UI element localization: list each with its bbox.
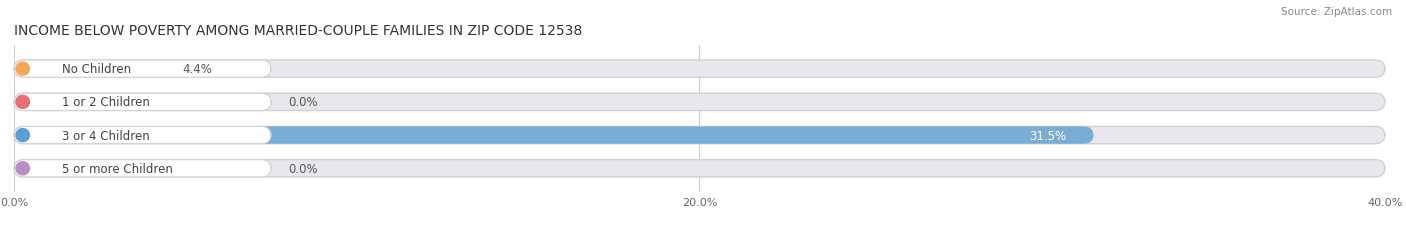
Circle shape bbox=[15, 129, 30, 142]
Text: 1 or 2 Children: 1 or 2 Children bbox=[62, 96, 150, 109]
Text: INCOME BELOW POVERTY AMONG MARRIED-COUPLE FAMILIES IN ZIP CODE 12538: INCOME BELOW POVERTY AMONG MARRIED-COUPL… bbox=[14, 24, 582, 38]
FancyBboxPatch shape bbox=[14, 94, 1385, 111]
FancyBboxPatch shape bbox=[14, 94, 271, 111]
Text: 5 or more Children: 5 or more Children bbox=[62, 162, 173, 175]
FancyBboxPatch shape bbox=[14, 61, 271, 78]
Text: 31.5%: 31.5% bbox=[1029, 129, 1066, 142]
Text: 0.0%: 0.0% bbox=[288, 162, 318, 175]
Text: Source: ZipAtlas.com: Source: ZipAtlas.com bbox=[1281, 7, 1392, 17]
FancyBboxPatch shape bbox=[14, 61, 1385, 78]
FancyBboxPatch shape bbox=[14, 127, 1094, 144]
Text: No Children: No Children bbox=[62, 63, 131, 76]
Circle shape bbox=[15, 63, 30, 76]
FancyBboxPatch shape bbox=[14, 127, 1385, 144]
Text: 0.0%: 0.0% bbox=[288, 96, 318, 109]
Circle shape bbox=[15, 96, 30, 109]
FancyBboxPatch shape bbox=[14, 127, 271, 144]
Text: 4.4%: 4.4% bbox=[181, 63, 212, 76]
FancyBboxPatch shape bbox=[14, 61, 165, 78]
FancyBboxPatch shape bbox=[14, 160, 1385, 177]
Circle shape bbox=[15, 162, 30, 175]
Text: 3 or 4 Children: 3 or 4 Children bbox=[62, 129, 150, 142]
FancyBboxPatch shape bbox=[14, 160, 271, 177]
